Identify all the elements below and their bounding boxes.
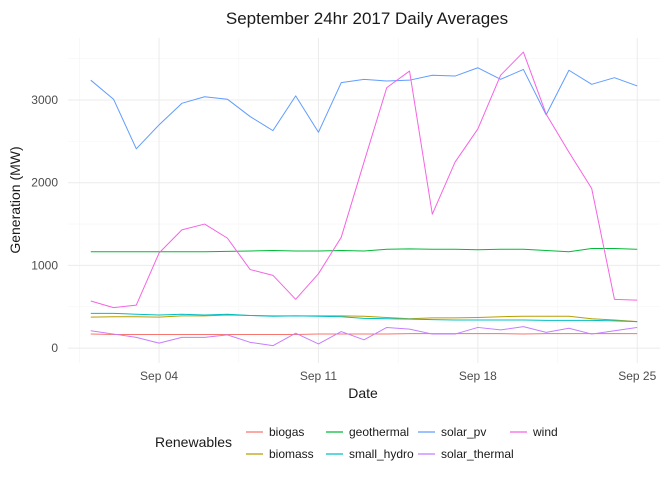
series-line-biomass: [90, 314, 638, 323]
series-line-small_hydro: [90, 312, 638, 323]
legend-item-geothermal: geothermal: [326, 425, 409, 439]
legend-item-solar_thermal: solar_thermal: [418, 447, 514, 461]
x-axis: Sep 04 Sep 11 Sep 18 Sep 25: [140, 369, 657, 383]
series-lines: [90, 51, 638, 347]
legend-label: biomass: [269, 447, 314, 461]
legend-title: Renewables: [155, 434, 232, 450]
x-axis-title: Date: [348, 385, 378, 401]
series-line-geothermal: [90, 247, 638, 253]
legend-label: biogas: [269, 425, 304, 439]
y-tick-label: 1000: [31, 258, 58, 272]
x-tick-label: Sep 11: [300, 369, 337, 383]
chart-title: September 24hr 2017 Daily Averages: [226, 9, 508, 28]
legend-label: solar_pv: [441, 425, 486, 439]
y-tick-label: 0: [51, 341, 58, 355]
legend-label: geothermal: [349, 425, 409, 439]
y-tick-label: 2000: [31, 176, 58, 190]
series-line-wind: [90, 51, 638, 309]
series-line-solar_pv: [90, 67, 638, 150]
y-axis-title: Generation (MW): [7, 146, 23, 253]
legend-item-small_hydro: small_hydro: [326, 447, 414, 461]
legend-label: small_hydro: [349, 447, 414, 461]
grid: [68, 38, 660, 363]
legend-item-solar_pv: solar_pv: [418, 425, 486, 439]
y-tick-label: 3000: [31, 93, 58, 107]
legend-item-biogas: biogas: [246, 425, 304, 439]
series-line-solar_thermal: [90, 326, 638, 347]
legend: Renewables biogas biomass geothermal small_…: [155, 425, 558, 461]
legend-label: wind: [532, 425, 558, 439]
series-line-biogas: [90, 333, 638, 335]
legend-item-wind: wind: [510, 425, 558, 439]
x-tick-label: Sep 18: [459, 369, 497, 383]
x-tick-label: Sep 25: [618, 369, 656, 383]
legend-label: solar_thermal: [441, 447, 514, 461]
x-tick-label: Sep 04: [140, 369, 178, 383]
y-axis: 0 1000 2000 3000: [31, 93, 58, 355]
legend-item-biomass: biomass: [246, 447, 314, 461]
